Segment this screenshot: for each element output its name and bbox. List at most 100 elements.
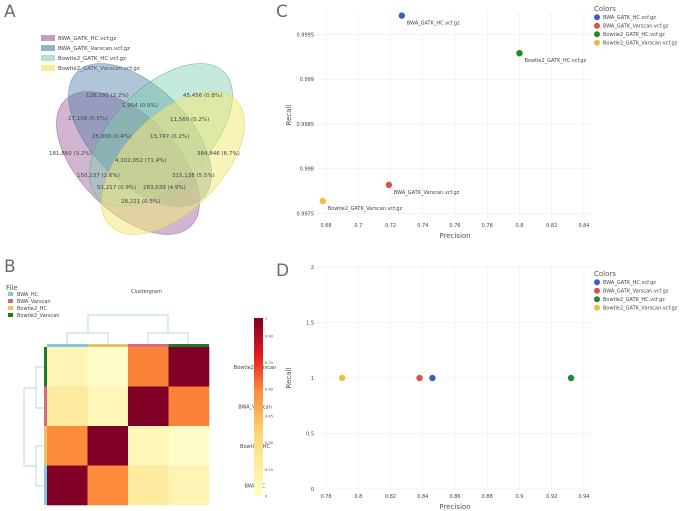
venn-region-label: 181,860 (3.2%) <box>49 151 92 157</box>
colorbar-segment <box>254 478 263 482</box>
legend-label: BWA_GATK_Varscan.vcf.gz <box>603 24 669 30</box>
heatmap-cell <box>87 426 129 466</box>
colorbar-segment <box>254 466 263 470</box>
legend-marker <box>594 31 600 38</box>
data-label: BWA_GATK_Varscan.vcf.gz <box>394 190 460 196</box>
scatter-plot-c: 0.68 0.7 0.72 0.74 0.76 0.78 0.8 0.82 0.84 0.9975… <box>285 5 678 240</box>
colorbar-segment <box>254 377 263 381</box>
heatmap-cell <box>47 347 88 387</box>
colorbar-tick-label: 0.15 <box>265 468 273 472</box>
colorbar-segment <box>254 365 263 369</box>
legend-label: Bowtie2_GATK_HC.vcf.gz <box>603 297 665 303</box>
colorbar-segment <box>254 398 263 402</box>
colorbar-segment <box>254 490 263 494</box>
legend-label: BWA_GATK_HC.vcf.gz <box>603 280 656 286</box>
colorbar-segment <box>254 451 263 455</box>
x-tick-label: 0.94 <box>578 494 589 500</box>
heatmap-cell <box>128 386 169 427</box>
legend-label: BWA_GATK_HC.vcf.gz <box>603 15 656 21</box>
data-point <box>416 374 423 382</box>
clustergram: File BWA_HCBWA_VarscanBowtie2_HCBowtie2_… <box>6 284 276 506</box>
venn-region-label: 4,102,052 (71.4%) <box>115 158 167 164</box>
legend-label: Bowtie2_GATK_HC.vcf.gz <box>603 32 665 38</box>
colorbar-segment <box>254 320 263 325</box>
column-annotation <box>168 344 209 347</box>
x-tick-label: 0.9 <box>515 494 523 500</box>
scatter-plot-d: 0.78 0.8 0.82 0.84 0.86 0.88 0.9 0.92 0.94 0 0.5 1 1… <box>285 265 678 511</box>
panel-label-d: D <box>276 261 289 281</box>
x-tick-label: 0.78 <box>320 494 331 500</box>
colorbar-segment <box>254 415 263 420</box>
heatmap-colorbar: 0 0.15 0.30 0.45 0.60 0.75 0.90 1 <box>254 317 274 499</box>
colorbar-segment <box>254 326 263 331</box>
legend-marker <box>594 287 600 294</box>
heatmap-cell <box>87 347 129 387</box>
panel-label-a: A <box>4 2 16 22</box>
legend-label: BWA_GATK_Varscan.vcf.gz <box>603 289 669 295</box>
colorbar-segment <box>254 469 263 473</box>
x-tick-label: 0.8 <box>354 494 362 500</box>
legend-marker <box>594 296 600 303</box>
legend-marker <box>594 14 600 21</box>
colorbar-segment <box>254 404 263 408</box>
x-tick-label: 0.72 <box>385 223 396 229</box>
colorbar-segment <box>254 380 263 384</box>
colorbar-segment <box>254 374 263 378</box>
colorbar-segment <box>254 359 263 363</box>
column-annotation <box>47 344 88 347</box>
colorbar-segment <box>254 445 263 450</box>
venn-set-bowtie2-varscan <box>101 91 245 235</box>
venn-region-label: 126,191 (2.2%) <box>86 93 129 99</box>
colorbar-segment <box>254 356 263 361</box>
colorbar-segment <box>254 392 263 396</box>
colorbar-segment <box>254 433 263 438</box>
row-annotation <box>44 465 47 505</box>
colorbar-segment <box>254 338 263 343</box>
colorbar-segment <box>254 481 263 485</box>
venn-region-label: 283,039 (4.9%) <box>143 185 186 191</box>
colorbar-segment <box>254 389 263 393</box>
colorbar-segment <box>254 436 263 441</box>
colorbar-tick-label: 0 <box>265 495 268 499</box>
column-annotation <box>128 344 169 347</box>
data-point <box>319 197 327 205</box>
colorbar-segment <box>254 353 263 358</box>
venn-region-label: 28,221 (0.5%) <box>121 199 160 205</box>
heatmap-title: Clustergram <box>131 289 162 295</box>
row-annotation <box>44 347 47 387</box>
legend-label: Bowtie2_GATK_Varscan.vcf.gz <box>603 306 678 312</box>
y-axis-title: Recall <box>285 368 293 389</box>
colorbar-segment <box>254 457 263 461</box>
venn-legend: BWA_GATK_HC.vcf.gz BWA_GATK_Varscan.vcf.… <box>41 35 140 72</box>
legend-marker <box>594 304 600 311</box>
x-tick-label: 0.8 <box>515 223 523 229</box>
colorbar-segment <box>254 460 263 464</box>
colorbar-segment <box>254 329 263 334</box>
colorbar-segment <box>254 412 263 417</box>
data-label: Bowtie2_GATK_Varscan.vcf.gz <box>328 206 403 212</box>
venn-region-label: 51,217 (0.9%) <box>97 185 136 191</box>
venn-legend-swatch <box>41 45 55 51</box>
x-tick-label: 0.84 <box>417 494 428 500</box>
heatmap-legend-label: Bowtie2_Varscan <box>17 313 59 319</box>
colorbar-segment <box>254 430 263 435</box>
colorbar-tick-label: 0.30 <box>265 441 274 445</box>
legend-title: Colors <box>594 5 616 13</box>
venn-region-label: 11,560 (0.2%) <box>170 117 209 123</box>
data-point <box>385 181 393 189</box>
x-tick-label: 0.86 <box>449 494 460 500</box>
heatmap-grid <box>44 344 210 506</box>
x-tick-label: 0.7 <box>354 223 362 229</box>
heatmap-legend-label: BWA_HC <box>17 292 39 298</box>
panel-label-c: C <box>276 2 288 22</box>
colorbar-segment <box>254 347 263 352</box>
colorbar-segment <box>254 407 263 411</box>
data-point <box>429 374 436 382</box>
venn-region-label: 13,747 (0.2%) <box>150 134 189 140</box>
data-point <box>516 50 523 57</box>
venn-region-label: 315,138 (5.5%) <box>172 173 215 179</box>
y-tick-label: 0.5 <box>306 432 314 438</box>
x-axis-title: Precision <box>439 232 470 240</box>
data-label: BWA_GATK_HC.vcf.gz <box>407 21 460 27</box>
heatmap-legend-swatch <box>8 292 13 296</box>
